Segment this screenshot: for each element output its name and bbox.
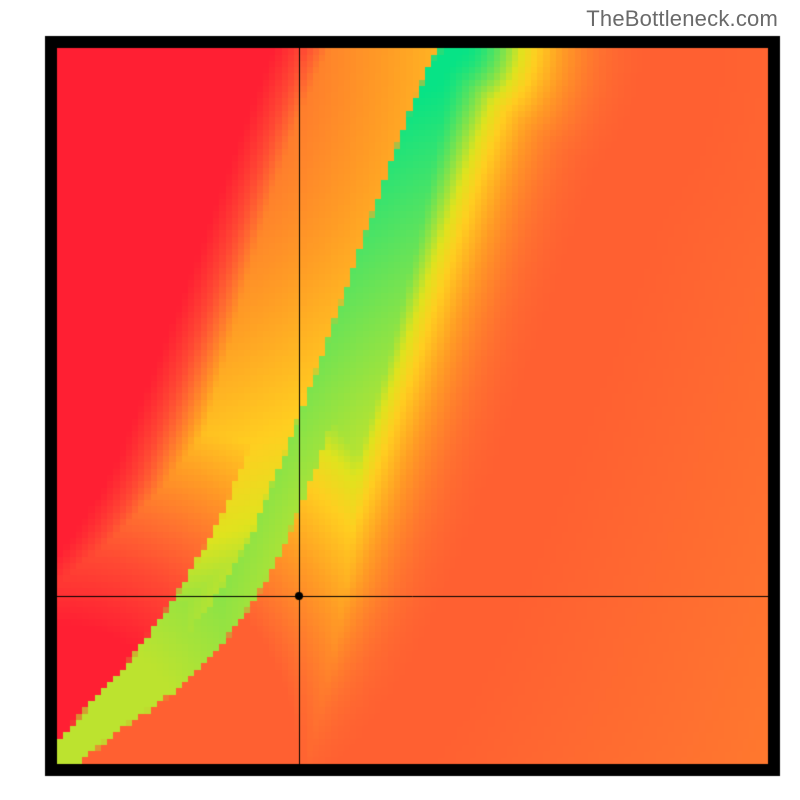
watermark-text: TheBottleneck.com (586, 6, 778, 32)
chart-container: TheBottleneck.com (0, 0, 800, 800)
heatmap-canvas (0, 0, 800, 800)
